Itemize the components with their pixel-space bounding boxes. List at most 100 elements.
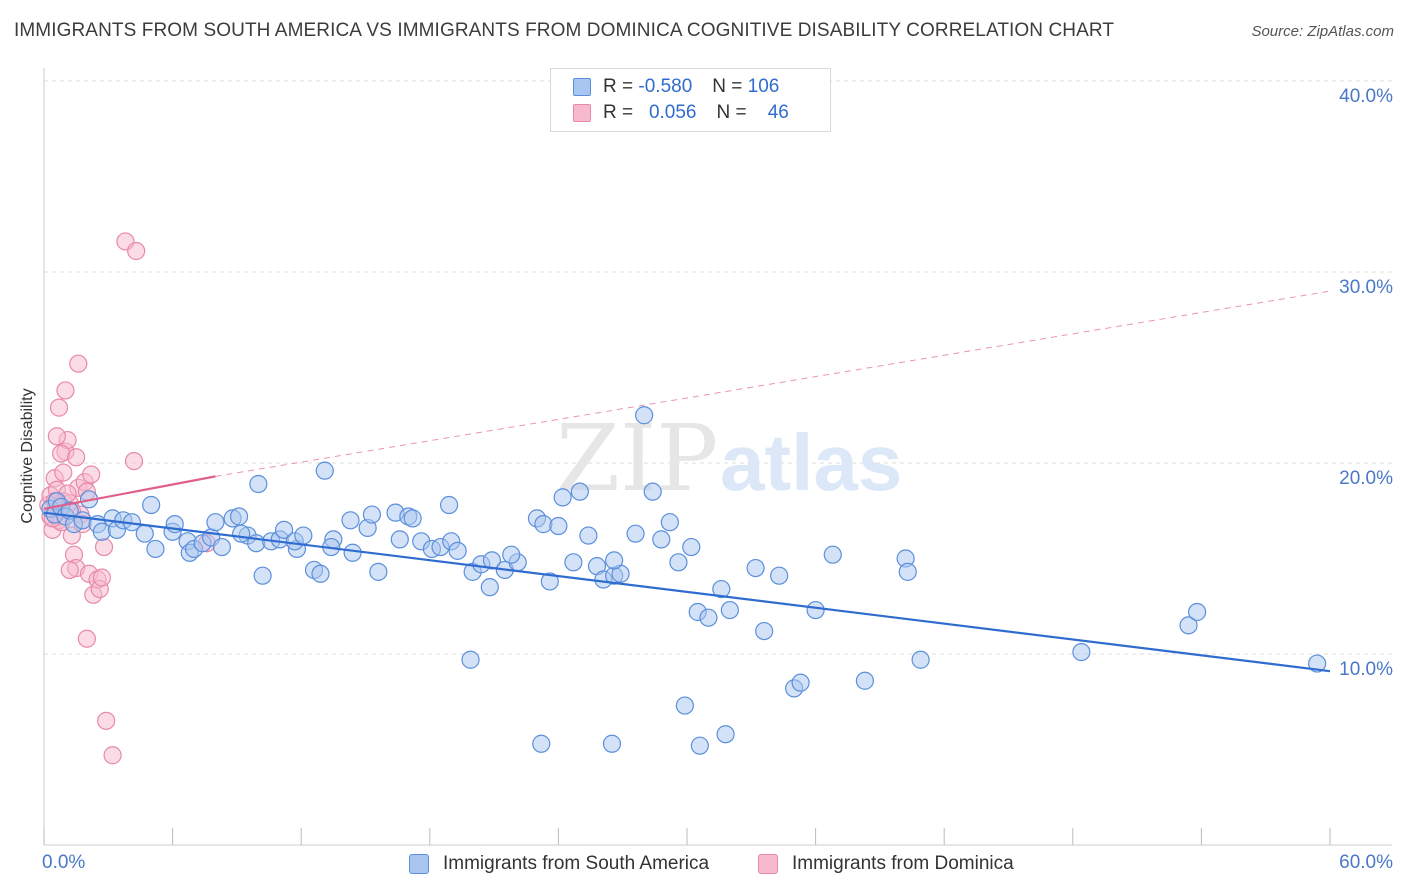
south-america-point	[439, 495, 459, 515]
chart-title: IMMIGRANTS FROM SOUTH AMERICA VS IMMIGRA…	[14, 20, 1115, 41]
south-america-point	[448, 541, 467, 560]
legend-swatch-blue	[409, 854, 429, 874]
south-america-point	[579, 526, 598, 545]
south-america-point	[682, 537, 701, 557]
south-america-point	[315, 461, 334, 480]
south-america-point	[660, 513, 679, 532]
south-america-point	[249, 474, 268, 494]
south-america-point	[716, 725, 735, 744]
dominica-point	[124, 451, 144, 471]
legend-item-dominica: Immigrants from Dominica	[758, 853, 1014, 875]
south-america-point	[403, 509, 422, 528]
dominica-point	[67, 448, 86, 467]
r-label: R =	[603, 102, 634, 123]
dominica-point	[97, 711, 116, 730]
south-america-point	[712, 579, 731, 599]
south-america-point	[534, 515, 553, 534]
watermark: ZIP atlas	[556, 405, 902, 512]
y-tick-label: 40.0%	[1339, 86, 1393, 107]
chart-source: Source: ZipAtlas.com	[1251, 23, 1394, 40]
south-america-point	[1188, 602, 1207, 622]
dominica-point	[52, 444, 71, 463]
y-tick-label: 10.0%	[1339, 659, 1393, 680]
south-america-point	[142, 495, 161, 515]
south-america-point	[626, 524, 645, 543]
dominica-point	[47, 427, 66, 446]
pink-swatch	[573, 104, 591, 122]
trend-dominica-extended	[215, 290, 1331, 477]
dominica-point	[127, 241, 146, 261]
watermark-atlas: atlas	[720, 418, 902, 507]
south-america-point	[549, 516, 568, 536]
south-america-point	[343, 543, 362, 562]
south-america-point	[564, 553, 583, 572]
dominica-point	[94, 537, 114, 557]
south-america-point	[635, 406, 654, 425]
south-america-point	[480, 578, 499, 597]
south-america-point	[898, 562, 917, 581]
south-america-point	[675, 696, 694, 715]
south-america-point	[791, 673, 810, 692]
south-america-point	[461, 650, 480, 669]
dominica-point	[82, 465, 101, 484]
series-dominica	[39, 232, 216, 765]
dominica-point	[54, 463, 73, 482]
south-america-point	[1072, 642, 1091, 662]
legend-label: Immigrants from South America	[443, 853, 710, 874]
south-america-point	[911, 650, 930, 669]
south-america-point	[311, 564, 330, 583]
trend-dominica	[43, 475, 216, 510]
south-america-point	[553, 488, 572, 507]
south-america-point	[1179, 616, 1198, 635]
dominica-point	[56, 381, 75, 400]
dominica-point	[49, 398, 69, 417]
south-america-point	[274, 520, 294, 539]
south-america-point	[540, 572, 559, 591]
south-america-point	[73, 511, 92, 530]
south-america-point	[369, 562, 388, 581]
south-america-point	[806, 600, 825, 620]
south-america-point	[570, 482, 589, 501]
dominica-point	[60, 560, 79, 580]
south-america-point	[720, 600, 739, 620]
south-america-point	[146, 539, 165, 559]
south-america-point	[390, 530, 409, 549]
south-america-point	[643, 482, 662, 501]
n-value: 106	[747, 76, 780, 97]
dominica-point	[77, 629, 96, 648]
grid-layer	[43, 68, 1392, 846]
south-america-point	[690, 736, 709, 755]
south-america-point	[602, 734, 622, 753]
south-america-point	[855, 671, 874, 690]
stats-row-south-america: R = -0.580 N = 106	[573, 74, 779, 100]
south-america-point	[135, 524, 154, 543]
south-america-point	[699, 608, 718, 627]
south-america-point	[532, 734, 551, 753]
r-value: 0.056	[648, 102, 697, 123]
correlation-stats-box: R = -0.580 N = 106 R = 0.056 N = 46	[550, 68, 831, 132]
south-america-point	[362, 505, 382, 524]
y-tick-label: 20.0%	[1339, 468, 1393, 489]
south-america-point	[1308, 654, 1327, 673]
south-america-point	[755, 621, 774, 641]
n-value: 46	[767, 102, 789, 123]
n-label: N =	[712, 76, 743, 97]
trend-south-america	[43, 511, 1331, 673]
trend-layer	[43, 290, 1331, 673]
south-america-point	[770, 566, 789, 585]
south-america-point	[341, 511, 360, 530]
legend-label: Immigrants from Dominica	[792, 853, 1014, 874]
south-america-point	[652, 530, 671, 549]
y-tick-label: 30.0%	[1339, 277, 1393, 298]
south-america-point	[294, 526, 313, 545]
south-america-point	[206, 513, 225, 532]
south-america-point	[669, 553, 688, 572]
legend-swatch-pink	[758, 854, 778, 874]
x-max-label: 60.0%	[1339, 852, 1393, 873]
south-america-point	[253, 566, 272, 585]
dominica-point	[103, 746, 122, 765]
dominica-point	[92, 568, 111, 587]
south-america-point	[232, 524, 251, 543]
south-america-point	[746, 558, 765, 578]
